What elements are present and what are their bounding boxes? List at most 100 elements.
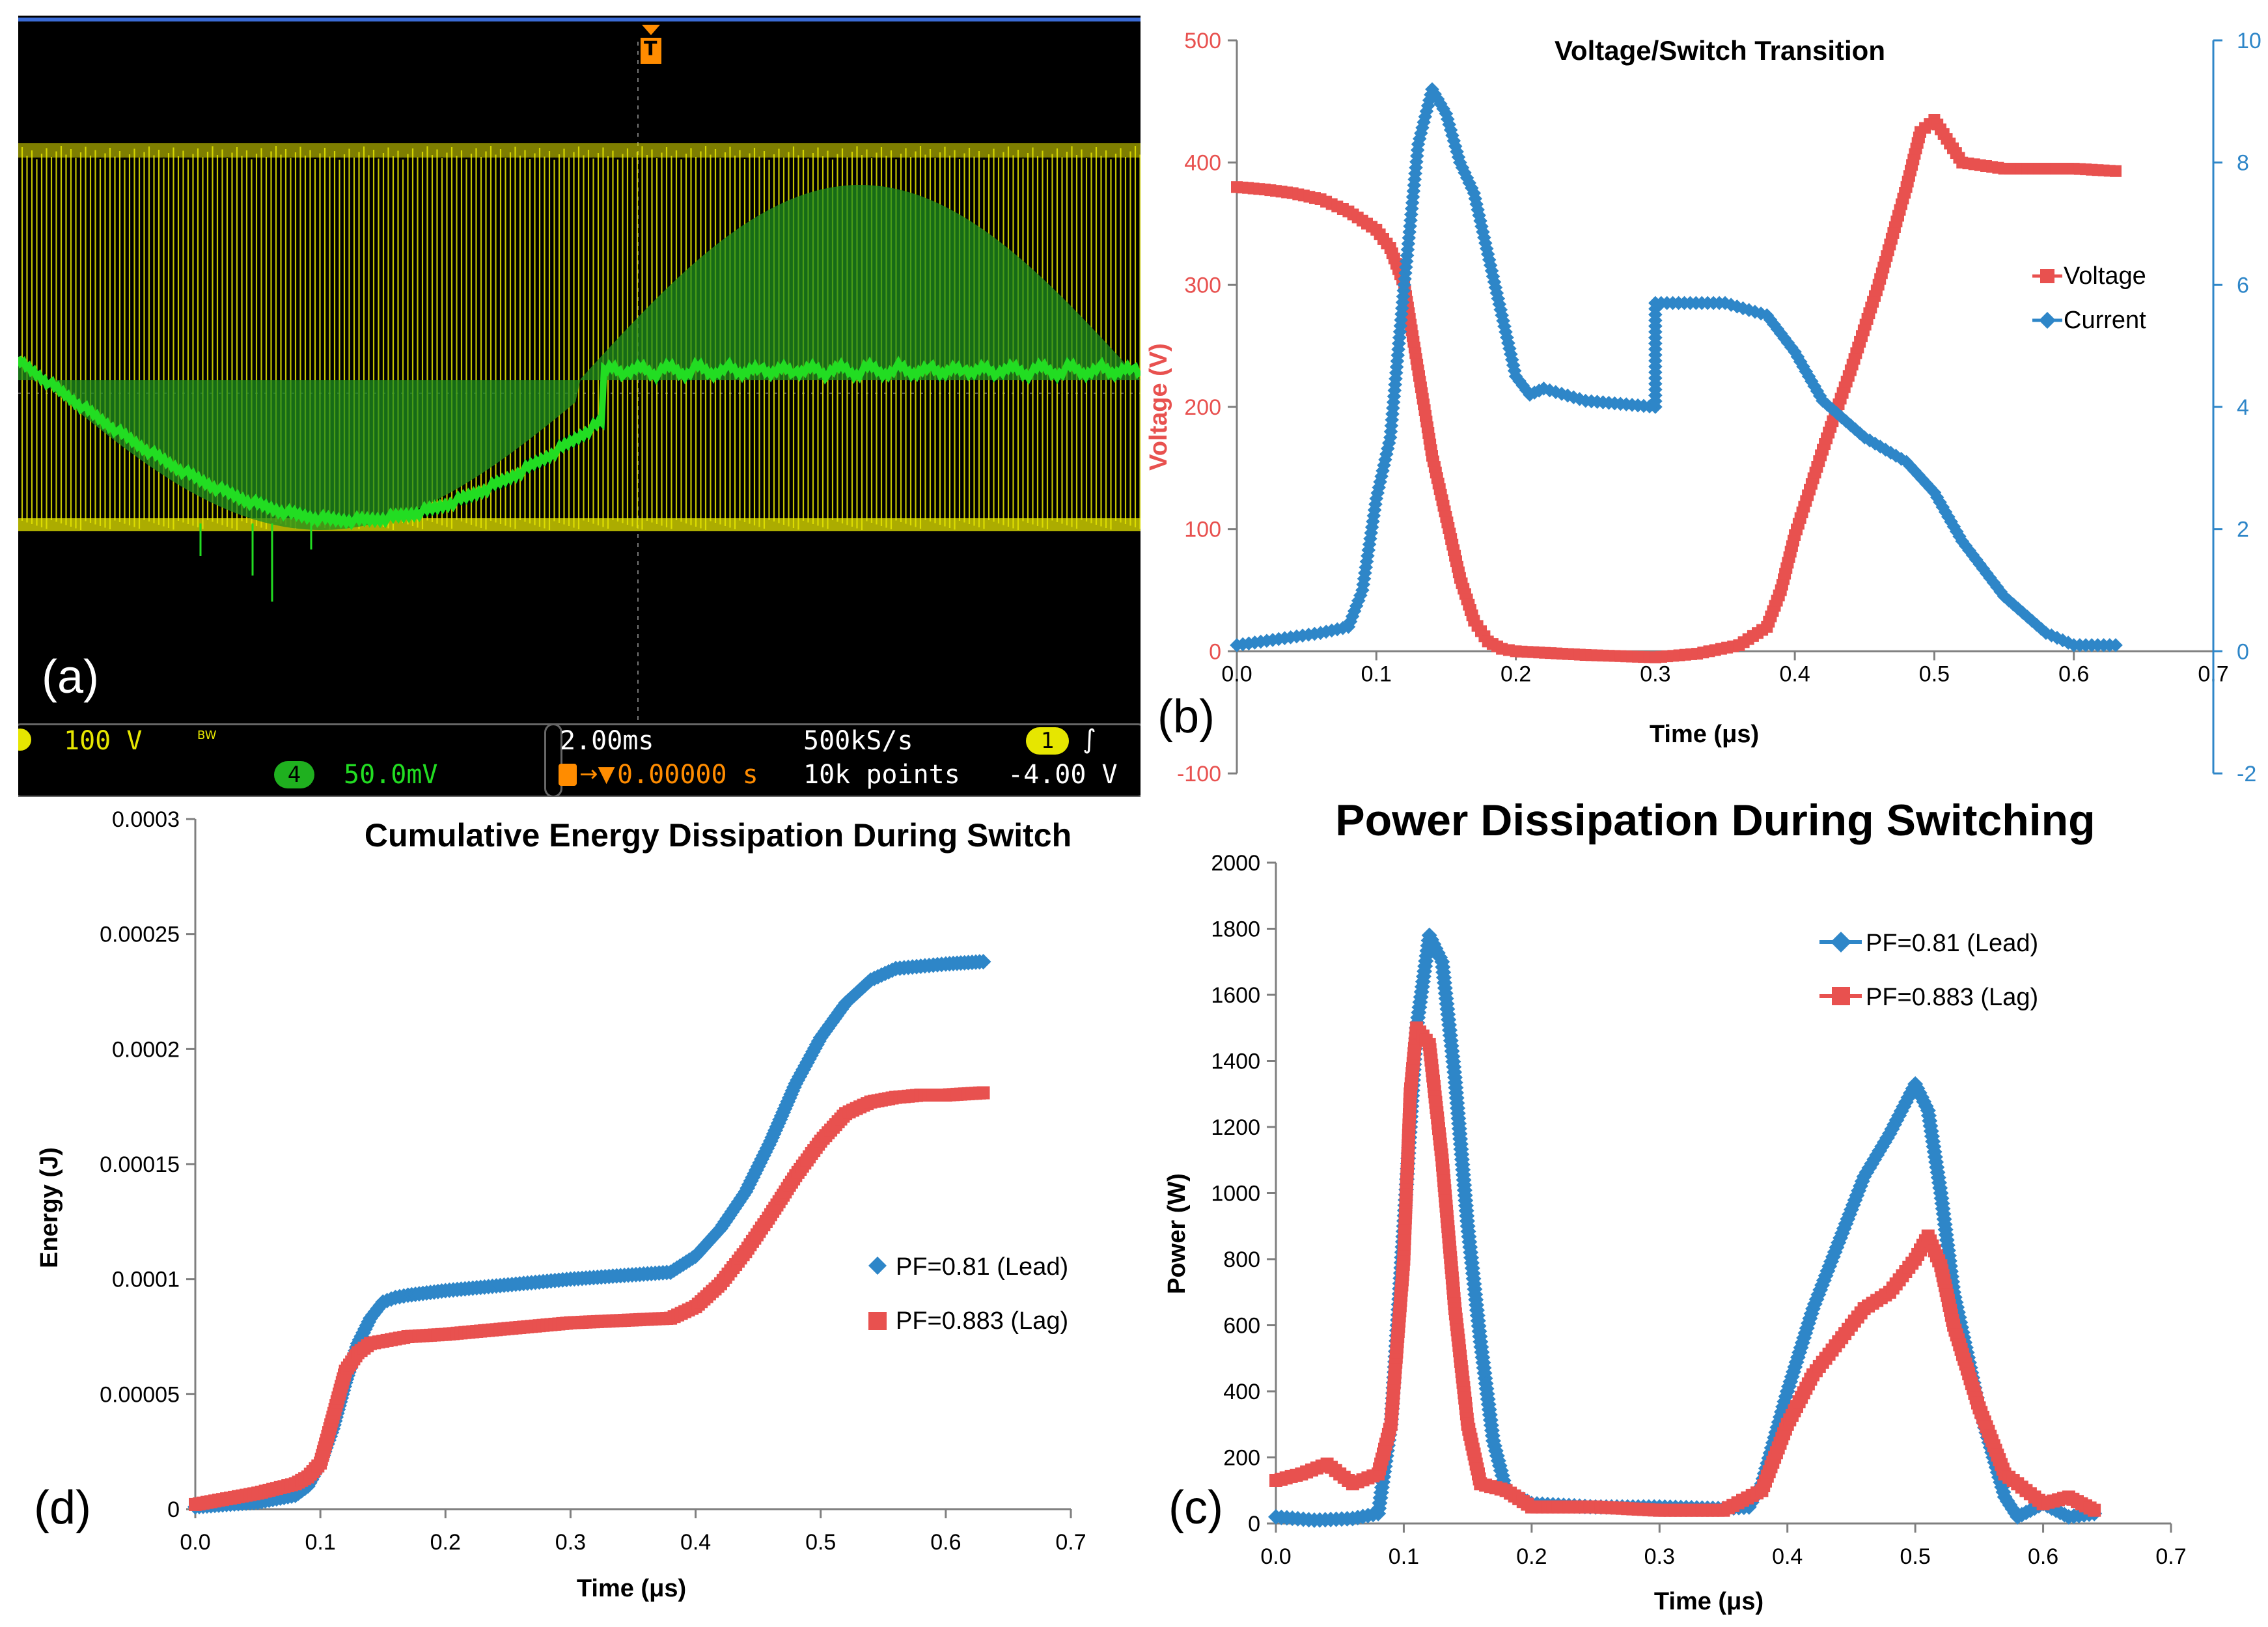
data-point: [1741, 303, 1756, 318]
panel-label-b: (b): [1157, 691, 1215, 743]
data-point: [2110, 165, 2122, 177]
data-point: [1972, 557, 1987, 572]
scope-panel: T (a) 100 V BW 4 50.0mV 2.00ms →▼ 0.0000…: [18, 16, 1141, 797]
data-point: [1512, 374, 1527, 388]
y-tick-label: -100: [1177, 762, 1221, 786]
y2-tick-label: 6: [2237, 273, 2249, 298]
trigger-arrow-icon: →▼: [579, 761, 615, 787]
data-point: [976, 1086, 990, 1100]
x-tick-label: 0.6: [930, 1530, 961, 1555]
data-point: [1919, 477, 1933, 491]
x-tick-label: 0.5: [1900, 1544, 1931, 1569]
series-line-0: [195, 960, 984, 1509]
data-point: [1965, 548, 1980, 563]
chart-b-legend-voltage: Voltage: [2064, 262, 2146, 290]
y2-tick-label: 2: [2237, 518, 2249, 542]
data-point: [1436, 102, 1450, 116]
y-tick-label: 1800: [1211, 917, 1260, 942]
data-point: [1976, 561, 1991, 576]
data-point: [1536, 382, 1551, 396]
chart-c-series: [1268, 927, 2103, 1528]
y-tick-label: 200: [1223, 1446, 1260, 1471]
x-tick-label: 0.5: [1919, 661, 1950, 686]
data-point: [1990, 580, 2004, 594]
trigger-channel-badge: 1: [1026, 727, 1069, 755]
data-point: [2109, 638, 2123, 652]
x-tick-label: 0.7: [2155, 1544, 2186, 1569]
data-point: [2088, 1503, 2101, 1517]
x-tick-label: 0.3: [1644, 1544, 1675, 1569]
timebase: 2.00ms: [560, 726, 654, 756]
y2-tick-label: 0: [2237, 639, 2249, 664]
data-point: [1829, 406, 1844, 421]
trigger-position-icon: [559, 764, 577, 786]
data-point: [1780, 335, 1795, 350]
y-tick-label: 0.00025: [100, 923, 180, 947]
data-point: [2015, 605, 2030, 620]
ch1-scale: 100 V: [64, 726, 143, 756]
x-tick-label: 0.4: [1780, 661, 1810, 686]
timebase-readout-box[interactable]: [544, 723, 1141, 797]
data-point: [1724, 298, 1738, 312]
chart-d-title: Cumulative Energy Dissipation During Swi…: [365, 817, 1072, 854]
data-point: [1805, 374, 1819, 389]
y2-tick-label: 10: [2237, 29, 2261, 53]
ch1-readout-box[interactable]: [18, 723, 562, 797]
data-point: [2006, 597, 2021, 612]
y-tick-label: 0.0001: [112, 1268, 180, 1292]
data-point: [1566, 390, 1581, 405]
chart-b-series: [1230, 82, 2123, 663]
data-point: [1770, 322, 1785, 337]
y-tick-label: 400: [1184, 151, 1221, 176]
data-point: [1455, 160, 1470, 175]
chart-c-axes: 0 200 400 600 800 1000 1200 1400 1600 1800 2000 0.0…: [1211, 851, 2186, 1569]
y-tick-label: 800: [1223, 1247, 1260, 1272]
data-point: [1736, 301, 1750, 316]
data-point: [1853, 426, 1867, 441]
chart-d-ylabel: Energy (J): [36, 1147, 63, 1268]
panel-label-a: (a): [42, 651, 99, 703]
y2-tick-label: 4: [2237, 395, 2249, 420]
data-point: [1844, 418, 1858, 432]
y-tick-label: 0: [1248, 1512, 1260, 1537]
ch4-badge: 4: [274, 761, 314, 788]
data-point: [1873, 439, 1888, 454]
x-tick-label: 0.2: [430, 1530, 461, 1555]
record-length: 10k points: [803, 760, 960, 790]
data-point: [1820, 398, 1834, 412]
data-point: [2061, 635, 2075, 650]
y-tick-label: 0: [1209, 639, 1221, 664]
data-point: [1433, 96, 1448, 111]
chart-d-series: [187, 954, 991, 1515]
chart-d-axes: 0 0.00005 0.0001 0.00015 0.0002 0.00025 0.0003…: [100, 807, 1086, 1555]
data-point: [2025, 613, 2040, 628]
y-tick-label: 400: [1223, 1380, 1260, 1404]
chart-b-xlabel: Time (μs): [1650, 721, 1759, 748]
x-tick-label: 0.0: [180, 1530, 210, 1555]
data-point: [1958, 538, 1973, 553]
chart-d-legend: PF=0.81 (Lead) PF=0.883 (Lag): [868, 1253, 1068, 1335]
y-tick-label: 0: [167, 1497, 180, 1522]
data-point: [1462, 176, 1476, 190]
chart-c-ylabel: Power (W): [1163, 1173, 1191, 1294]
trigger-marker-label: T: [644, 38, 657, 61]
trigger-marker: [641, 25, 661, 64]
trigger-position: 0.00000 s: [617, 760, 758, 790]
x-tick-label: 0.1: [1389, 1544, 1419, 1569]
x-tick-label: 0.3: [555, 1530, 586, 1555]
x-tick-label: 0.7: [1055, 1530, 1086, 1555]
data-point: [1868, 436, 1883, 451]
y-tick-label: 2000: [1211, 851, 1260, 876]
sample-rate: 500kS/s: [803, 726, 913, 756]
y-tick-label: 300: [1184, 273, 1221, 298]
chart-b-title: Voltage/Switch Transition: [1555, 35, 1885, 66]
y-tick-label: 0.0003: [112, 807, 180, 832]
panel-label-d: (d): [34, 1482, 91, 1534]
data-point: [1915, 472, 1929, 487]
data-point: [1810, 383, 1825, 398]
data-point: [1351, 593, 1366, 608]
x-tick-label: 0.0: [1221, 661, 1252, 686]
data-point: [1453, 155, 1467, 170]
